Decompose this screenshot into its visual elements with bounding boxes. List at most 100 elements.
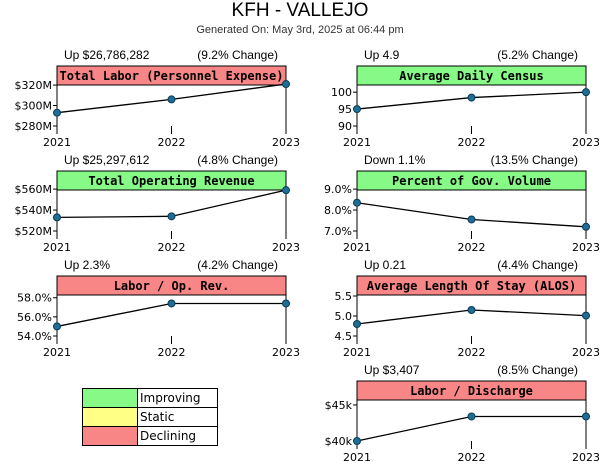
y-tick-label: 7.0% xyxy=(324,225,352,238)
data-point xyxy=(167,299,176,308)
data-point xyxy=(582,88,590,97)
change-text: (8.5% Change) xyxy=(497,363,578,377)
legend-label: Declining xyxy=(140,429,197,443)
data-point xyxy=(353,198,361,207)
legend-item-declining: Declining xyxy=(83,427,217,446)
x-tick-label: 2021 xyxy=(343,451,371,464)
generated-timestamp: Generated On: May 3rd, 2025 at 06:44 pm xyxy=(196,24,404,36)
y-tick-label: 58.0% xyxy=(17,292,52,305)
summary-text: Up 0.21 xyxy=(364,258,406,272)
y-tick-label: 9.0% xyxy=(324,183,352,196)
legend-label: Static xyxy=(140,410,175,424)
data-point xyxy=(467,306,476,314)
x-tick-label: 2021 xyxy=(343,136,371,149)
chart-title: Labor / Discharge xyxy=(410,384,533,398)
x-tick-label: 2022 xyxy=(458,136,486,149)
legend-label: Improving xyxy=(140,391,201,405)
legend-swatch xyxy=(83,389,138,407)
y-tick-label: 100 xyxy=(331,86,352,99)
y-tick-label: 8.0% xyxy=(324,204,352,217)
x-tick-label: 2023 xyxy=(272,136,300,149)
data-point xyxy=(582,412,590,421)
x-tick-label: 2023 xyxy=(272,241,300,254)
y-tick-label: $320M xyxy=(15,79,53,92)
data-point xyxy=(167,95,176,104)
y-tick-label: $300M xyxy=(15,100,53,113)
y-tick-label: 4.5 xyxy=(335,330,353,343)
status-banner xyxy=(56,65,287,86)
change-text: (9.2% Change) xyxy=(197,48,278,62)
x-tick-label: 2022 xyxy=(458,346,486,359)
data-point xyxy=(282,80,290,89)
x-tick-label: 2023 xyxy=(572,241,600,254)
y-tick-label: 5.5 xyxy=(335,290,353,303)
data-point xyxy=(582,311,590,320)
data-point xyxy=(353,437,361,445)
y-tick-label: $45k xyxy=(325,399,353,412)
data-point xyxy=(53,108,61,117)
page-title: KFH - VALLEJO xyxy=(231,0,369,21)
x-tick-label: 2022 xyxy=(158,241,186,254)
x-tick-label: 2023 xyxy=(272,346,300,359)
status-banner xyxy=(356,170,587,191)
x-tick-label: 2022 xyxy=(458,241,486,254)
chart-title: Average Length Of Stay (ALOS) xyxy=(367,279,577,293)
chart-labor-discharge: Up $3,407 (8.5% Change) Labor / Discharge $… xyxy=(325,363,600,464)
y-tick-label: 5.0 xyxy=(335,310,353,323)
status-banner xyxy=(356,380,587,401)
y-tick-label: 90 xyxy=(338,120,352,133)
y-tick-label: $520M xyxy=(15,225,53,238)
y-tick-label: $540M xyxy=(15,204,53,217)
change-text: (5.2% Change) xyxy=(497,48,578,62)
legend-item-improving: Improving xyxy=(83,389,217,408)
status-banner xyxy=(356,275,587,296)
status-banner xyxy=(56,170,287,191)
chart-title: Average Daily Census xyxy=(399,69,544,83)
data-point xyxy=(467,93,476,102)
status-legend: Improving Static Declining xyxy=(82,388,218,446)
x-tick-label: 2023 xyxy=(572,451,600,464)
summary-text: Down 1.1% xyxy=(364,153,426,167)
summary-text: Up $25,297,612 xyxy=(64,153,150,167)
x-tick-label: 2021 xyxy=(343,346,371,359)
summary-text: Up 4.9 xyxy=(364,48,400,62)
legend-item-static: Static xyxy=(83,408,217,427)
data-point xyxy=(167,212,176,221)
data-point xyxy=(282,299,290,308)
chart-total-operating-revenue: Up $25,297,612 (4.8% Change) Total Operati… xyxy=(15,153,301,254)
status-banner xyxy=(56,275,287,296)
summary-text: Up 2.3% xyxy=(64,258,110,272)
data-point xyxy=(53,213,61,222)
x-tick-label: 2021 xyxy=(343,241,371,254)
x-tick-label: 2023 xyxy=(572,346,600,359)
summary-text: Up $3,407 xyxy=(364,363,420,377)
data-point xyxy=(353,105,361,114)
x-tick-label: 2022 xyxy=(458,451,486,464)
x-tick-label: 2022 xyxy=(158,346,186,359)
y-tick-label: 95 xyxy=(338,103,352,116)
data-point xyxy=(467,215,476,224)
chart-average-length-of-stay-alos: Up 0.21 (4.4% Change) Average Length Of St… xyxy=(335,258,600,359)
legend-swatch xyxy=(83,408,138,426)
status-banner xyxy=(356,65,587,86)
change-text: (4.8% Change) xyxy=(197,153,278,167)
chart-title: Total Operating Revenue xyxy=(88,174,254,188)
chart-title: Total Labor (Personnel Expense) xyxy=(60,69,284,83)
x-tick-label: 2023 xyxy=(572,136,600,149)
chart-average-daily-census: Up 4.9 (5.2% Change) Average Daily Census 9… xyxy=(331,48,600,149)
data-point xyxy=(582,222,590,231)
y-tick-label: $40k xyxy=(325,435,353,448)
legend-swatch xyxy=(83,427,138,445)
chart-total-labor-personnel-expense: Up $26,786,282 (9.2% Change) Total Labor (… xyxy=(15,48,301,149)
x-tick-label: 2022 xyxy=(158,136,186,149)
chart-percent-of-gov-volume: Down 1.1% (13.5% Change) Percent of Gov. V… xyxy=(324,153,600,254)
change-text: (4.4% Change) xyxy=(497,258,578,272)
y-tick-label: $280M xyxy=(15,120,53,133)
data-point xyxy=(282,186,290,195)
chart-title: Percent of Gov. Volume xyxy=(392,174,551,188)
data-point xyxy=(53,322,61,331)
y-tick-label: $560M xyxy=(15,183,53,196)
y-tick-label: 56.0% xyxy=(17,311,52,324)
x-tick-label: 2021 xyxy=(43,136,71,149)
